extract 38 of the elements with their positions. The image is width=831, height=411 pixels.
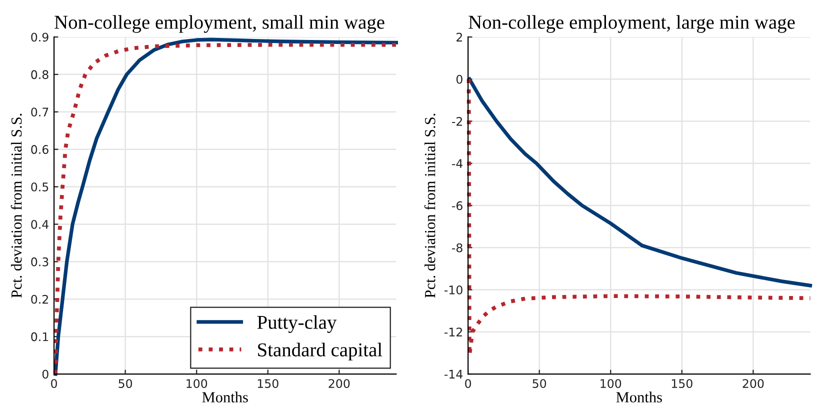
y-tick-label: 0 <box>456 74 462 84</box>
y-tick-label: -10 <box>444 285 462 294</box>
y-tick-label: 0.5 <box>31 182 48 192</box>
y-tick-label: -2 <box>452 116 462 126</box>
x-tick-label: 200 <box>742 379 764 388</box>
y-tick-label: -14 <box>444 370 463 378</box>
line-series <box>468 77 812 288</box>
y-tick-label: -8 <box>452 243 462 252</box>
legend-label: Putty-clay <box>257 315 337 333</box>
y-tick-label: -4 <box>452 159 463 168</box>
y-axis-title: Pct. deviation from initial S.S. <box>10 114 22 298</box>
y-axis-title: Pct. deviation from initial S.S. <box>424 114 436 298</box>
y-tick-label: -6 <box>452 201 462 210</box>
x-axis-title: Months <box>202 392 248 402</box>
x-tick-label: 50 <box>118 379 132 388</box>
y-tick-label: 0.7 <box>31 108 48 117</box>
x-tick-label: 100 <box>600 379 622 388</box>
x-tick-label: 150 <box>258 379 278 388</box>
y-tick-label: 0.6 <box>31 145 48 154</box>
x-axis-title: Months <box>616 392 662 402</box>
x-tick-label: 100 <box>186 379 208 388</box>
chart-title: Non-college employment, large min wage <box>468 15 795 33</box>
legend-label: Standard capital <box>258 342 382 360</box>
y-tick-label: 0.9 <box>31 32 48 42</box>
y-tick-label: 0.3 <box>31 257 48 266</box>
y-tick-label: 0.1 <box>31 332 48 342</box>
x-tick-label: 0 <box>51 379 57 388</box>
y-tick-label: 0.4 <box>31 220 48 229</box>
y-tick-label: 0.2 <box>31 294 48 304</box>
x-tick-label: 200 <box>328 379 350 388</box>
y-tick-label: 0 <box>42 370 48 379</box>
y-tick-label: 2 <box>456 32 462 42</box>
y-tick-label: -12 <box>444 328 462 336</box>
x-tick-label: 50 <box>532 379 546 388</box>
x-tick-label: 0 <box>465 379 472 388</box>
x-tick-label: 150 <box>672 379 692 388</box>
y-tick-label: 0.8 <box>31 70 48 80</box>
chart-title: Non-college employment, small min wage <box>54 15 384 33</box>
